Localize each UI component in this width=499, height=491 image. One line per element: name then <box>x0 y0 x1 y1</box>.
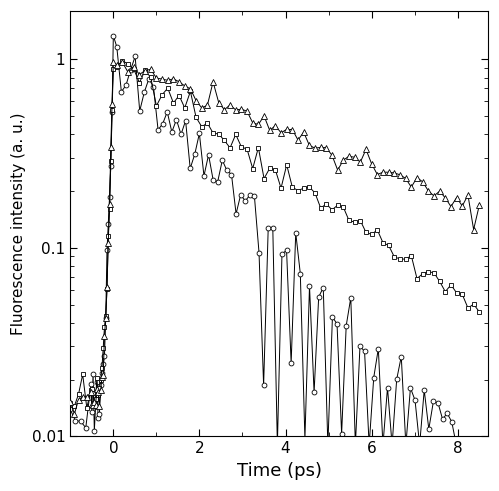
X-axis label: Time (ps): Time (ps) <box>237 462 321 480</box>
Y-axis label: Fluorescence intensity (a. u.): Fluorescence intensity (a. u.) <box>11 112 26 335</box>
